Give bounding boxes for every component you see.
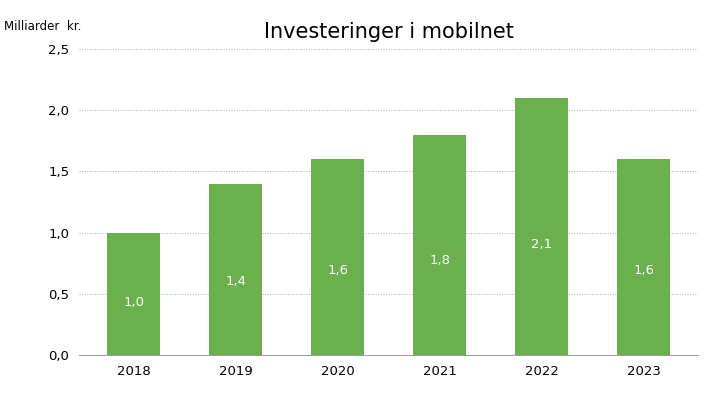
Text: 1,8: 1,8: [429, 254, 450, 267]
Bar: [617, 159, 670, 355]
Bar: [413, 135, 467, 355]
Title: Investeringer i mobilnet: Investeringer i mobilnet: [264, 22, 514, 42]
Text: 2,1: 2,1: [531, 238, 552, 251]
Text: 1,4: 1,4: [225, 275, 246, 288]
Text: Milliarder  kr.: Milliarder kr.: [4, 20, 81, 33]
Bar: [516, 98, 568, 355]
Bar: [311, 159, 364, 355]
Text: 1,6: 1,6: [634, 264, 654, 277]
Bar: [210, 184, 262, 355]
Text: 1,0: 1,0: [123, 296, 144, 309]
Bar: [107, 233, 161, 355]
Text: 1,6: 1,6: [328, 264, 348, 277]
